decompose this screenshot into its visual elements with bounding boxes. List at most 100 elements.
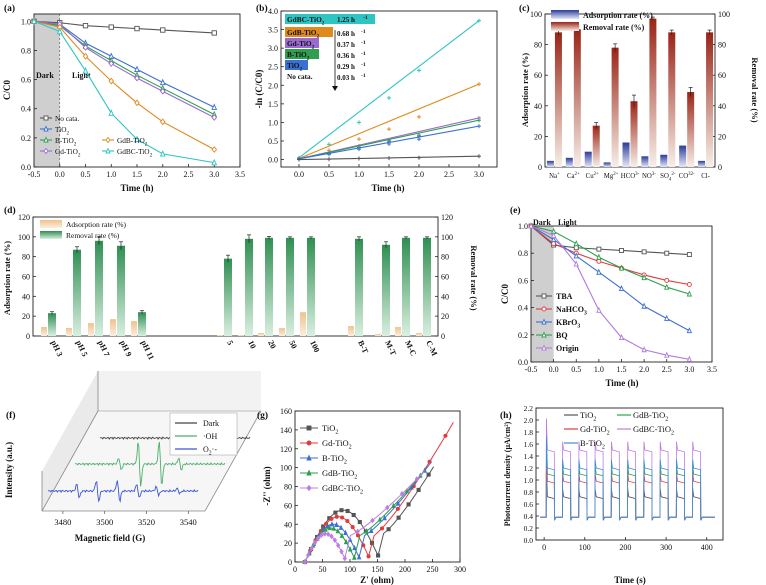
rate-unit-sup: -1	[361, 62, 366, 68]
x-tick-label: 0	[293, 565, 297, 574]
series-GdBC-TiO2	[31, 17, 218, 166]
region-label-dark: Dark	[36, 71, 54, 80]
y-tick-label: 0.4	[524, 512, 534, 521]
data-point	[322, 530, 328, 537]
x-tick-label: Ca2+	[567, 172, 580, 180]
data-point	[312, 539, 318, 546]
y-tick-label: 1.4	[524, 452, 534, 461]
adsorption-bar	[679, 145, 687, 167]
x-tick-label: 250	[427, 565, 439, 574]
data-point	[43, 136, 49, 143]
removal-bar	[649, 18, 657, 168]
adsorption-bar	[41, 327, 47, 336]
removal-bar	[592, 125, 600, 167]
y2-tick-label: 0	[441, 332, 445, 341]
adsorption-bar	[603, 162, 611, 167]
x-tick-label: 1.0	[106, 170, 116, 179]
legend-swatch	[285, 14, 375, 24]
y2-tick-label: 100	[718, 10, 730, 19]
rate-label: 0.36 h	[337, 52, 355, 60]
legend-label: Removal rate (%)	[583, 23, 645, 32]
x-tick-label: pH 3	[49, 339, 64, 358]
data-point	[618, 333, 625, 340]
x-tick-label: 1.0	[354, 170, 364, 179]
adsorption-bar	[395, 327, 401, 336]
x-tick-label: 200	[399, 565, 411, 574]
data-point	[160, 27, 166, 33]
data-point	[329, 516, 334, 521]
data-point	[664, 314, 670, 321]
data-point	[306, 440, 312, 446]
panel-label: (f)	[6, 410, 16, 421]
x-tick-label: C-M	[424, 339, 439, 358]
data-point	[416, 487, 421, 492]
series-NaHCO3	[528, 223, 692, 287]
y2-tick-label: 120	[441, 213, 453, 222]
y-tick-label: 2.2	[524, 404, 534, 413]
data-point	[159, 87, 166, 95]
data-point	[357, 519, 362, 525]
y2-tick-label: 40	[718, 102, 726, 111]
data-point	[43, 147, 49, 155]
legend-label: BQ	[556, 331, 568, 340]
data-point	[618, 284, 625, 292]
region-label-light: Light	[72, 71, 91, 80]
legend-swatch	[285, 38, 319, 48]
x-tick-label: Cl-	[701, 173, 710, 180]
x-tick-label: 100	[344, 565, 356, 574]
data-point	[385, 504, 390, 511]
y-tick-label: 60	[534, 71, 542, 80]
data-point	[343, 538, 349, 545]
y-tick-label: 0.8	[524, 488, 534, 497]
x-tick-label: 1.5	[384, 170, 394, 179]
data-point	[686, 355, 693, 362]
series-line	[33, 20, 215, 118]
x-axis-label: Z' (ohm)	[360, 575, 394, 585]
x-tick-label: 2.0	[158, 170, 168, 179]
legend-label: B-TiO2	[322, 453, 347, 466]
data-point	[329, 521, 335, 527]
rate-unit-sup: -1	[363, 15, 368, 21]
x-tick-label: 0.5	[81, 170, 91, 179]
legend-swatch	[551, 22, 579, 31]
adsorption-bar	[131, 321, 137, 336]
data-point	[326, 531, 331, 538]
removal-bar	[265, 237, 273, 336]
data-point	[342, 555, 347, 562]
data-point	[335, 542, 341, 549]
y-tick-label: 160	[280, 407, 292, 416]
y-axis-label: C/C0	[500, 284, 510, 304]
data-point	[211, 158, 218, 166]
panel-label: (b)	[256, 3, 268, 14]
data-point	[366, 554, 371, 559]
adsorption-bar	[565, 157, 573, 167]
series-line	[530, 225, 690, 295]
data-point	[43, 125, 49, 132]
legend-label: Gd-TiO2	[580, 424, 610, 437]
data-point	[108, 24, 114, 30]
x-tick-label: 0	[542, 543, 546, 552]
x-tick-label: 5	[225, 339, 235, 346]
data-point	[332, 537, 338, 544]
plot-frame	[544, 13, 716, 168]
legend-label: KBrO3	[556, 318, 580, 330]
data-point	[134, 25, 140, 32]
x-tick-label: 3540	[180, 517, 197, 527]
legend-label: TiO2	[580, 410, 596, 423]
rate-label: 0.37 h	[337, 41, 355, 49]
adsorption-bar	[546, 160, 554, 167]
y-tick-label: 0.6	[21, 76, 31, 85]
legend-label: Removal rate (%)	[66, 231, 120, 240]
adsorption-bar	[238, 335, 244, 336]
x-tick-label: 2.5	[662, 365, 672, 374]
removal-bar	[611, 47, 619, 167]
legend-swatch	[551, 10, 579, 19]
data-point	[306, 552, 311, 558]
x-tick-label: 0.0	[294, 170, 304, 179]
x-tick-label: 400	[701, 543, 713, 552]
data-point	[134, 99, 140, 107]
x-tick-label: Na+	[549, 172, 560, 180]
legend-label: GdBC-TiO2	[117, 147, 153, 159]
removal-bar	[423, 237, 431, 336]
